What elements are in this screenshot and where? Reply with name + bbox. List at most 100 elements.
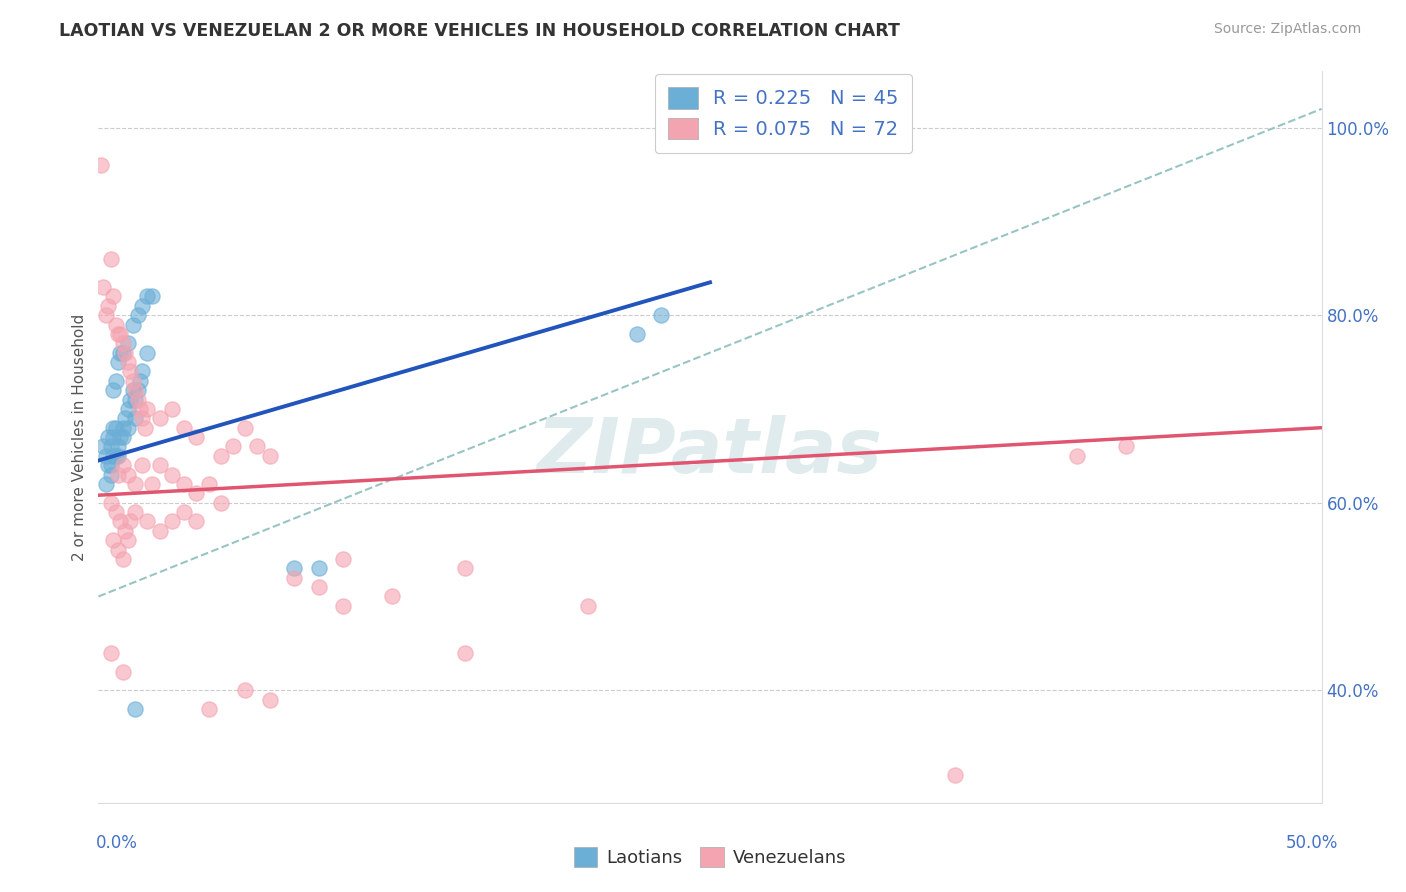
Point: [101, 449, 124, 463]
Point: [283, 571, 305, 585]
Point: [97, 458, 120, 473]
Point: [160, 401, 183, 416]
Point: [111, 336, 134, 351]
Point: [120, 392, 142, 407]
Point: [186, 486, 208, 500]
Point: [101, 383, 124, 397]
Point: [107, 542, 129, 557]
Point: [121, 318, 143, 332]
Point: [283, 561, 305, 575]
Point: [141, 477, 163, 491]
Point: [332, 599, 354, 613]
Point: [136, 289, 159, 303]
Point: [100, 440, 122, 454]
Point: [246, 440, 269, 454]
Point: [100, 252, 122, 266]
Point: [94, 308, 117, 322]
Point: [117, 467, 139, 482]
Text: LAOTIAN VS VENEZUELAN 2 OR MORE VEHICLES IN HOUSEHOLD CORRELATION CHART: LAOTIAN VS VENEZUELAN 2 OR MORE VEHICLES…: [59, 22, 900, 40]
Legend: R = 0.225   N = 45, R = 0.075   N = 72: R = 0.225 N = 45, R = 0.075 N = 72: [655, 74, 912, 153]
Point: [127, 392, 149, 407]
Point: [117, 355, 139, 369]
Point: [197, 702, 219, 716]
Y-axis label: 2 or more Vehicles in Household: 2 or more Vehicles in Household: [72, 313, 87, 561]
Point: [124, 383, 146, 397]
Point: [124, 505, 146, 519]
Point: [131, 458, 153, 473]
Point: [381, 590, 404, 604]
Point: [100, 467, 122, 482]
Point: [1066, 449, 1088, 463]
Point: [114, 411, 136, 425]
Point: [332, 552, 354, 566]
Point: [136, 345, 159, 359]
Point: [100, 646, 122, 660]
Point: [101, 430, 124, 444]
Point: [121, 383, 143, 397]
Point: [107, 449, 129, 463]
Point: [136, 401, 159, 416]
Point: [149, 458, 172, 473]
Point: [259, 692, 281, 706]
Point: [1115, 440, 1137, 454]
Text: ZIPatlas: ZIPatlas: [537, 415, 883, 489]
Point: [114, 345, 136, 359]
Point: [124, 702, 146, 716]
Point: [209, 449, 232, 463]
Point: [943, 767, 966, 781]
Point: [101, 533, 124, 548]
Point: [91, 440, 114, 454]
Point: [186, 515, 208, 529]
Point: [110, 515, 132, 529]
Point: [117, 533, 139, 548]
Point: [111, 458, 134, 473]
Point: [186, 430, 208, 444]
Point: [107, 467, 129, 482]
Point: [104, 505, 127, 519]
Point: [120, 515, 142, 529]
Point: [141, 289, 163, 303]
Point: [233, 420, 256, 434]
Point: [97, 299, 120, 313]
Text: 50.0%: 50.0%: [1286, 834, 1339, 852]
Point: [101, 289, 124, 303]
Point: [104, 449, 127, 463]
Point: [173, 420, 195, 434]
Point: [111, 430, 134, 444]
Point: [117, 420, 139, 434]
Point: [104, 420, 127, 434]
Point: [100, 458, 122, 473]
Point: [111, 665, 134, 679]
Point: [308, 561, 330, 575]
Point: [129, 374, 152, 388]
Point: [136, 515, 159, 529]
Legend: Laotians, Venezuelans: Laotians, Venezuelans: [567, 839, 853, 874]
Point: [101, 420, 124, 434]
Point: [117, 401, 139, 416]
Point: [127, 308, 149, 322]
Point: [129, 401, 152, 416]
Point: [160, 467, 183, 482]
Point: [259, 449, 281, 463]
Point: [121, 374, 143, 388]
Point: [124, 392, 146, 407]
Point: [90, 158, 112, 172]
Point: [197, 477, 219, 491]
Point: [111, 552, 134, 566]
Point: [160, 515, 183, 529]
Point: [209, 496, 232, 510]
Point: [114, 524, 136, 538]
Point: [110, 430, 132, 444]
Point: [91, 280, 114, 294]
Point: [173, 505, 195, 519]
Text: 0.0%: 0.0%: [96, 834, 138, 852]
Point: [107, 440, 129, 454]
Point: [308, 580, 330, 594]
Point: [650, 308, 672, 322]
Point: [94, 449, 117, 463]
Point: [149, 411, 172, 425]
Point: [127, 383, 149, 397]
Point: [626, 326, 648, 341]
Point: [120, 364, 142, 378]
Point: [131, 364, 153, 378]
